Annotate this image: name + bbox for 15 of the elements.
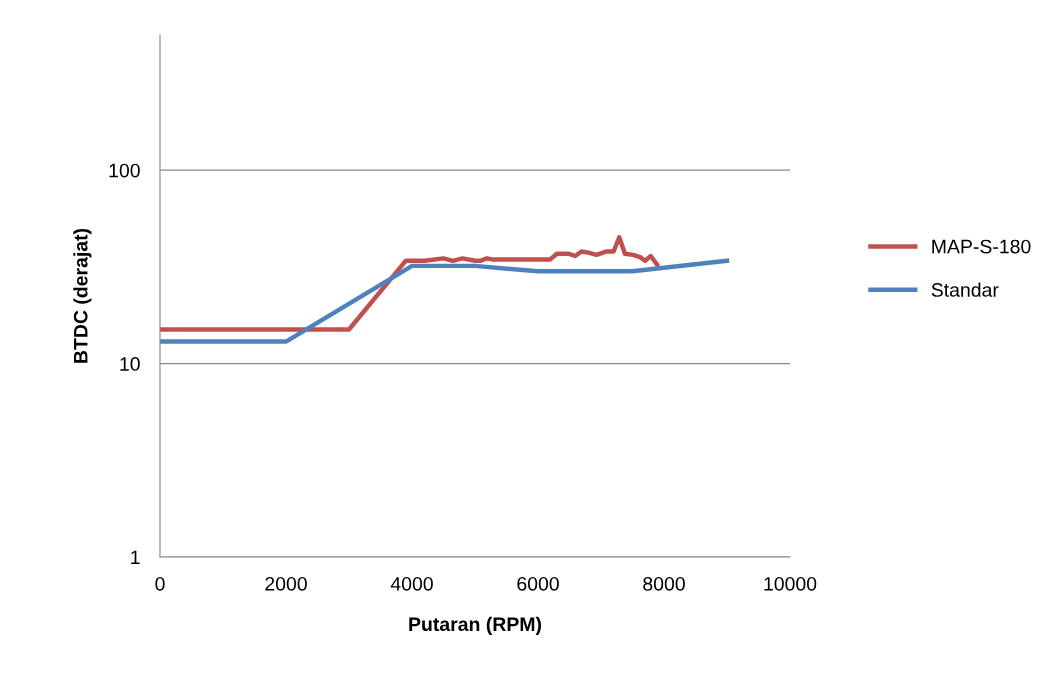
line-series — [160, 258, 730, 344]
legend-label: MAP-S-180 — [932, 239, 1031, 254]
y-tick-label: 10 — [120, 357, 140, 371]
y-tick-label: 100 — [109, 163, 140, 178]
y-tick-label: 1 — [131, 550, 140, 565]
legend-label: Standar — [931, 282, 999, 297]
x-tick-label: 6000 — [517, 576, 559, 591]
x-tick-label: 0 — [155, 576, 165, 591]
y-axis-title: BTDC (derajat) — [73, 228, 92, 363]
x-tick-label: 4000 — [390, 576, 433, 591]
x-tick-label: 2000 — [265, 576, 307, 591]
x-tick-label: 8000 — [643, 576, 685, 591]
line-series — [160, 235, 660, 332]
x-tick-label: 10000 — [764, 576, 817, 591]
x-axis-title: Putaran (RPM) — [409, 616, 542, 635]
